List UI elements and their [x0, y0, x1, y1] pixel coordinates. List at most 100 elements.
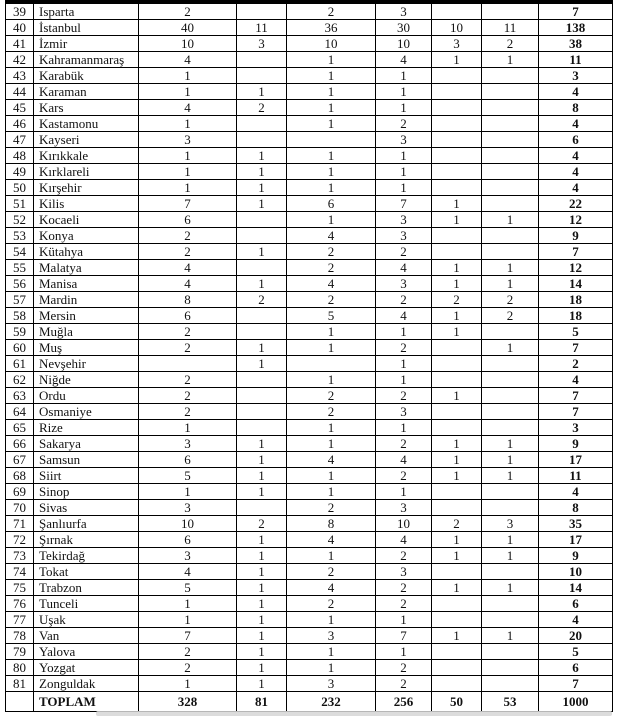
value-cell-6: 3: [481, 515, 539, 532]
value-cell-6: 1: [481, 275, 539, 292]
city-name-cell: Osmaniye: [33, 403, 139, 420]
row-total-cell: 11: [538, 467, 613, 484]
city-name-cell: Mardin: [33, 291, 139, 308]
value-cell-4: 7: [375, 195, 432, 212]
row-total-cell: 7: [538, 403, 613, 420]
row-total-cell: 18: [538, 291, 613, 308]
value-cell-3: 4: [286, 579, 376, 596]
value-cell-4: 1: [375, 147, 432, 164]
table-row: 66 Sakarya 3 1 1 2 1 1 9: [5, 435, 613, 452]
value-cell-4: 1: [375, 371, 432, 388]
value-cell-3: 1: [286, 163, 376, 180]
city-name-cell: Yalova: [33, 643, 139, 660]
table-row: 79 Yalova 2 1 1 1 5: [5, 643, 613, 660]
value-cell-1: 2: [138, 387, 237, 404]
value-cell-1: 3: [138, 131, 237, 148]
value-cell-5: [431, 403, 482, 420]
value-cell-3: 36: [286, 19, 376, 36]
row-number-cell: 43: [5, 67, 34, 84]
row-total-cell: 138: [538, 19, 613, 36]
value-cell-6: 1: [481, 627, 539, 644]
row-total-cell: 17: [538, 451, 613, 468]
table-row: 42 Kahramanmaraş 4 1 4 1 1 11: [5, 51, 613, 68]
footer-empty-cell: [5, 691, 34, 712]
table-row: 78 Van 7 1 3 7 1 1 20: [5, 627, 613, 644]
value-cell-3: 1: [286, 467, 376, 484]
city-name-cell: Trabzon: [33, 579, 139, 596]
value-cell-5: [431, 659, 482, 676]
value-cell-2: [236, 371, 287, 388]
value-cell-1: 2: [138, 243, 237, 260]
value-cell-4: 10: [375, 35, 432, 52]
city-name-cell: İstanbul: [33, 19, 139, 36]
value-cell-4: 1: [375, 643, 432, 660]
row-number-cell: 80: [5, 659, 34, 676]
total-row: TOPLAM 328 81 232 256 50 53 1000: [5, 691, 613, 712]
row-total-cell: 4: [538, 83, 613, 100]
row-number-cell: 64: [5, 403, 34, 420]
city-name-cell: Muş: [33, 339, 139, 356]
value-cell-2: 1: [236, 611, 287, 628]
table-row: 73 Tekirdağ 3 1 1 2 1 1 9: [5, 547, 613, 564]
table-row: 81 Zonguldak 1 1 3 2 7: [5, 675, 613, 692]
row-number-cell: 45: [5, 99, 34, 116]
row-number-cell: 46: [5, 115, 34, 132]
value-cell-3: 1: [286, 611, 376, 628]
row-number-cell: 42: [5, 51, 34, 68]
table-row: 56 Manisa 4 1 4 3 1 1 14: [5, 275, 613, 292]
value-cell-6: [481, 323, 539, 340]
value-cell-4: 3: [375, 131, 432, 148]
value-cell-1: 1: [138, 595, 237, 612]
value-cell-3: 1: [286, 323, 376, 340]
value-cell-3: 2: [286, 499, 376, 516]
city-name-cell: Konya: [33, 227, 139, 244]
value-cell-4: 1: [375, 67, 432, 84]
value-cell-5: 1: [431, 323, 482, 340]
value-cell-4: 2: [375, 435, 432, 452]
value-cell-3: 2: [286, 403, 376, 420]
value-cell-5: [431, 99, 482, 116]
city-name-cell: Kastamonu: [33, 115, 139, 132]
value-cell-1: 1: [138, 115, 237, 132]
row-total-cell: 12: [538, 211, 613, 228]
city-name-cell: Yozgat: [33, 659, 139, 676]
value-cell-1: 3: [138, 435, 237, 452]
value-cell-3: 8: [286, 515, 376, 532]
table-row: 58 Mersin 6 5 4 1 2 18: [5, 307, 613, 324]
value-cell-1: 3: [138, 499, 237, 516]
value-cell-5: [431, 419, 482, 436]
city-name-cell: Kars: [33, 99, 139, 116]
row-number-cell: 76: [5, 595, 34, 612]
value-cell-5: 1: [431, 211, 482, 228]
value-cell-2: 1: [236, 147, 287, 164]
value-cell-3: 1: [286, 339, 376, 356]
value-cell-1: 1: [138, 675, 237, 692]
value-cell-3: 1: [286, 211, 376, 228]
value-cell-2: 1: [236, 483, 287, 500]
value-cell-6: [481, 147, 539, 164]
value-cell-2: [236, 211, 287, 228]
row-number-cell: 63: [5, 387, 34, 404]
value-cell-3: 1: [286, 371, 376, 388]
row-number-cell: 57: [5, 291, 34, 308]
city-name-cell: Manisa: [33, 275, 139, 292]
value-cell-5: 2: [431, 515, 482, 532]
value-cell-4: 10: [375, 515, 432, 532]
table-row: 55 Malatya 4 2 4 1 1 12: [5, 259, 613, 276]
city-name-cell: Kahramanmaraş: [33, 51, 139, 68]
value-cell-3: 1: [286, 179, 376, 196]
city-name-cell: Şırnak: [33, 531, 139, 548]
row-total-cell: 9: [538, 547, 613, 564]
row-total-cell: 4: [538, 483, 613, 500]
value-cell-2: [236, 387, 287, 404]
table-row: 53 Konya 2 4 3 9: [5, 227, 613, 244]
value-cell-5: 10: [431, 19, 482, 36]
row-total-cell: 20: [538, 627, 613, 644]
value-cell-1: 2: [138, 1, 237, 20]
value-cell-3: 2: [286, 1, 376, 20]
value-cell-5: [431, 483, 482, 500]
value-cell-6: 1: [481, 547, 539, 564]
value-cell-4: 1: [375, 83, 432, 100]
value-cell-1: 1: [138, 147, 237, 164]
row-total-cell: 14: [538, 579, 613, 596]
